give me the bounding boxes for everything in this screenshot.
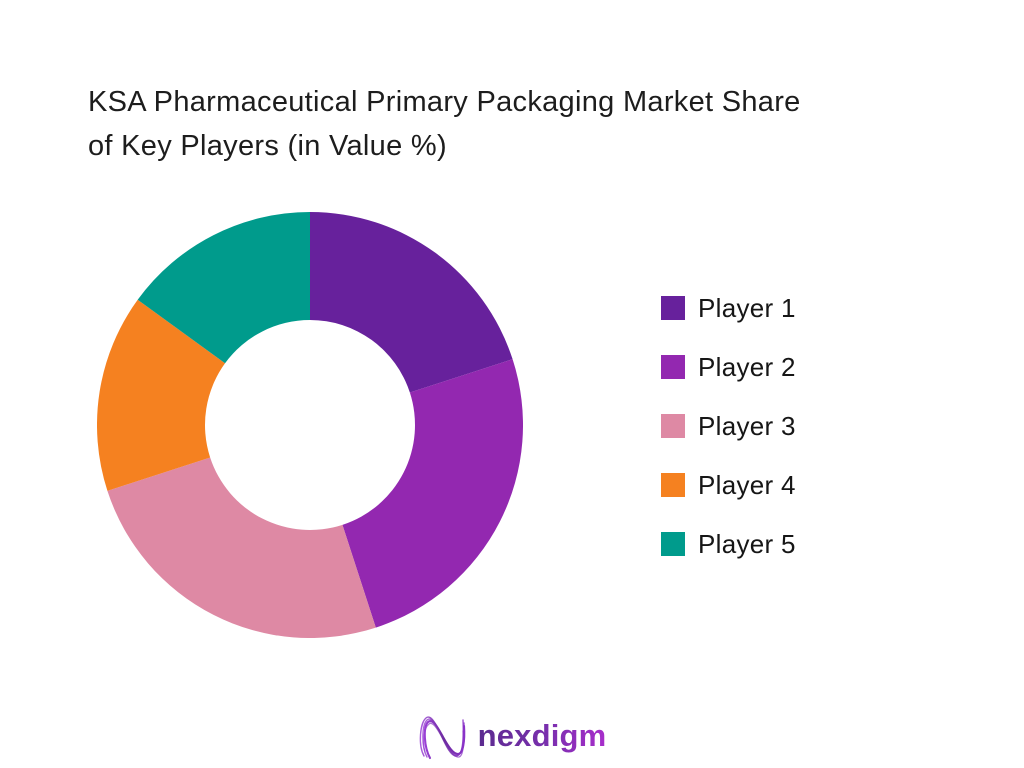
footer-logo: nexdigm xyxy=(0,710,1024,762)
legend: Player 1 Player 2 Player 3 Player 4 Player 5 xyxy=(661,293,796,559)
legend-swatch xyxy=(661,532,685,556)
legend-label: Player 3 xyxy=(698,411,796,441)
chart-title-line-1: KSA Pharmaceutical Primary Packaging Mar… xyxy=(88,86,801,118)
legend-label: Player 4 xyxy=(698,470,796,500)
legend-swatch xyxy=(661,473,685,497)
donut-chart-svg xyxy=(97,212,523,638)
donut-chart xyxy=(97,212,523,638)
legend-swatch xyxy=(661,414,685,438)
nexdigm-wordmark: nexdigm xyxy=(477,718,607,753)
legend-item-player-3: Player 3 xyxy=(661,411,796,441)
legend-item-player-4: Player 4 xyxy=(661,470,796,500)
legend-item-player-1: Player 1 xyxy=(661,293,796,323)
donut-slice-player-3 xyxy=(107,457,376,638)
legend-item-player-2: Player 2 xyxy=(661,352,796,382)
legend-swatch xyxy=(661,355,685,379)
legend-item-player-5: Player 5 xyxy=(661,529,796,559)
chart-title: KSA Pharmaceutical Primary Packaging Mar… xyxy=(88,80,988,168)
legend-label: Player 5 xyxy=(698,529,796,559)
legend-label: Player 1 xyxy=(698,293,796,323)
donut-slice-player-5 xyxy=(137,212,310,364)
legend-label: Player 2 xyxy=(698,352,796,382)
chart-title-line-2: of Key Players (in Value %) xyxy=(88,130,447,162)
donut-slice-player-1 xyxy=(310,212,513,393)
legend-swatch xyxy=(661,296,685,320)
donut-slice-player-2 xyxy=(342,359,523,628)
nexdigm-logo-icon xyxy=(419,716,465,760)
donut-slice-player-4 xyxy=(97,299,226,491)
